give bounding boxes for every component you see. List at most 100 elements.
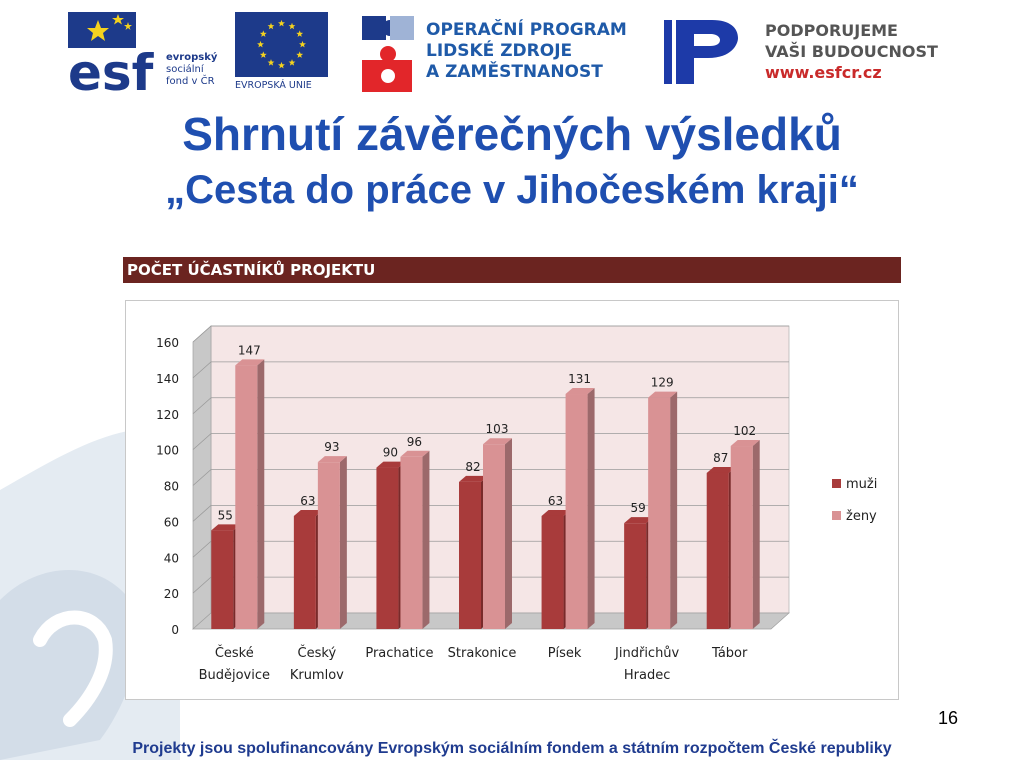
op-program-text: OPERAČNÍ PROGRAM LIDSKÉ ZDROJE A ZAMĚSTN… [426,20,627,83]
y-gridline [192,504,789,522]
bar-side [587,388,595,629]
x-tick-label: Hradec [624,668,670,683]
bar-muži [293,515,316,629]
x-tick-label: Prachatice [365,646,433,661]
y-tick-label: 140 [156,372,179,386]
data-label: 131 [568,372,591,386]
bar-side [422,450,430,629]
eu-star [296,51,304,58]
bar-muži [376,467,399,629]
y-gridline [192,325,789,343]
bar-ženy [730,446,753,629]
eu-star [259,30,267,37]
y-gridline [192,540,789,558]
eu-star [299,40,306,48]
bar-top [400,450,430,457]
bar-top [730,440,760,447]
y-gridline [192,576,789,594]
data-label: 82 [465,460,480,474]
y-gridline [192,469,789,486]
eu-star [267,59,275,66]
bar-ženy [648,397,671,629]
bar-muži [541,515,564,629]
eu-star [278,19,285,27]
bar-ženy [317,462,340,629]
eu-star [288,22,296,30]
bar-top [565,388,595,395]
data-label: 93 [324,440,339,454]
bar-top [706,466,736,473]
bar-side [670,391,678,629]
chart-header-label: POČET ÚČASTNÍKŮ PROJEKTU [127,261,376,279]
data-label: 129 [651,376,674,390]
bar-ženy [565,394,588,629]
support-logo-icon [664,20,738,84]
support-url[interactable]: www.esfcr.cz [765,63,882,82]
x-tick-label: České [215,645,254,661]
data-label: 90 [383,446,398,460]
y-tick-label: 60 [164,515,179,529]
x-tick-label: Jindřichův [614,646,680,661]
bar-top [293,509,323,516]
bar-muži [211,530,234,629]
legend-swatch [832,479,841,488]
bar-side [505,438,512,629]
bar-side [752,440,760,629]
op-line: A ZAMĚSTNANOST [426,62,603,82]
eu-star [257,40,264,48]
chart-header-bar: POČET ÚČASTNÍKŮ PROJEKTU [123,257,901,283]
y-gridline [192,397,789,415]
legend-entry: muži [846,477,877,492]
bar-top [483,438,512,445]
legend-swatch [832,511,841,520]
data-label: 96 [407,435,422,449]
y-tick-label: 20 [164,587,179,601]
page-subtitle: „Cesta do práce v Jihočeském kraji“ [165,168,859,212]
support-line: VAŠI BUDOUCNOST [765,42,938,61]
eu-star [296,30,304,37]
bar-side [257,359,265,629]
y-tick-label: 120 [156,408,179,422]
data-label: 63 [548,494,563,508]
eu-star [278,61,285,69]
bar-top [624,517,654,524]
op-line: LIDSKÉ ZDROJE [426,41,573,61]
bar-ženy [483,444,505,629]
data-label: 63 [300,494,315,508]
bar-top [235,359,265,366]
bar-top [376,461,406,468]
esf-wordmark: esf [68,44,155,94]
y-gridline [192,433,789,450]
eu-star [288,59,296,66]
bar-side [339,456,347,629]
bar-top [541,509,571,516]
footer-text: Projekty jsou spolufinancovány Evropským… [132,740,892,757]
support-text: PODPORUJEME VAŠI BUDOUCNOST www.esfcr.cz [765,20,938,83]
bar-muži [459,481,481,629]
support-line: PODPORUJEME [765,21,898,40]
data-label: 55 [218,508,233,522]
logo-bar: esf evropský sociální fond v ČR EVROPSKÁ… [0,0,1024,100]
bar-top [648,391,678,398]
y-tick-label: 160 [156,336,179,350]
chart-svg: 0 20 40 60 80 100 120 140 160 55 147 České Budějovic… [156,325,877,683]
bar-muži [706,472,729,629]
data-label: 147 [238,343,261,357]
bar-top [211,524,241,531]
esf-caption-line: fond v ČR [166,76,215,87]
x-tick-label: Budějovice [199,668,270,683]
y-tick-label: 80 [164,480,179,494]
eu-star [267,22,275,30]
esf-caption: evropský sociální fond v ČR [166,52,217,88]
bar-ženy [235,365,258,629]
legend-entry: ženy [846,509,877,524]
bar-top [459,475,488,482]
data-label: 102 [733,424,756,438]
x-tick-label: Český [298,645,337,661]
participants-chart: 0 20 40 60 80 100 120 140 160 55 147 České Budějovic… [125,300,899,700]
data-label: 103 [486,422,509,436]
page-title: Shrnutí závěrečných výsledků [182,108,842,160]
eu-label: EVROPSKÁ UNIE [235,80,312,91]
esf-logo: esf [68,12,155,94]
x-tick-label: Tábor [711,646,748,661]
